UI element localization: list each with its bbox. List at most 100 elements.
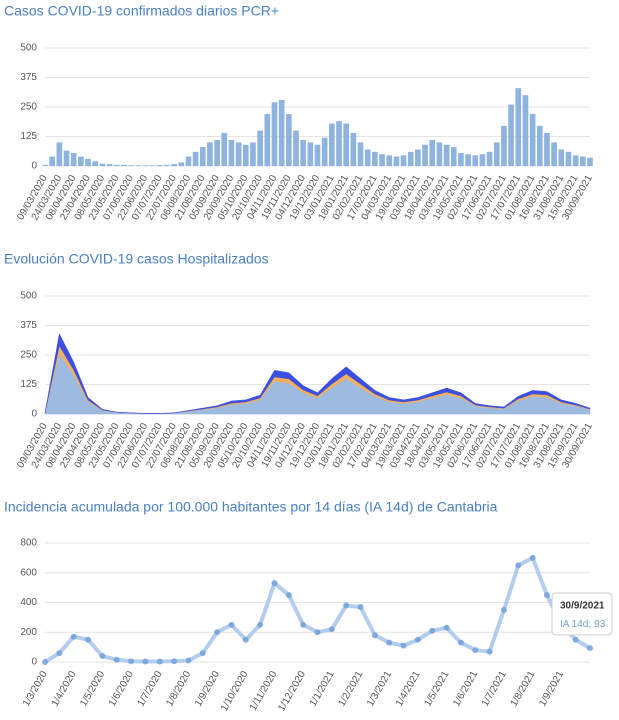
tooltip-label: IA 14d: <box>560 619 591 630</box>
bar <box>579 156 586 166</box>
chart-title: Incidencia acumulada por 100.000 habitan… <box>4 499 498 515</box>
point <box>314 629 321 636</box>
bar <box>314 144 321 166</box>
point <box>587 645 593 652</box>
point <box>271 580 278 587</box>
bar <box>242 144 249 166</box>
bar <box>156 165 163 166</box>
bar <box>472 155 479 166</box>
point <box>529 554 536 561</box>
bar <box>400 155 407 166</box>
bar <box>228 140 235 166</box>
bar <box>558 149 565 166</box>
y-tick-label: 800 <box>20 538 37 549</box>
bar <box>529 114 536 166</box>
bar <box>515 88 522 166</box>
point <box>142 658 149 665</box>
bar <box>372 151 378 166</box>
bar <box>393 156 400 166</box>
bar <box>364 149 371 166</box>
bar <box>336 121 342 166</box>
bar <box>293 130 299 166</box>
bar <box>221 132 228 166</box>
x-tick-label: 1/7/2020 <box>136 669 165 709</box>
bar <box>278 99 285 166</box>
bar <box>63 150 70 166</box>
bar <box>486 151 493 166</box>
y-tick-label: 0 <box>31 657 37 668</box>
point <box>357 603 364 610</box>
point <box>300 621 307 628</box>
bar <box>42 164 48 166</box>
point <box>242 636 249 643</box>
x-tick-label: 1/4/2021 <box>394 669 423 709</box>
bar <box>493 142 500 166</box>
x-tick-label: 1/5/2020 <box>78 669 107 709</box>
x-tick-label: 1/4/2020 <box>50 669 79 709</box>
bar <box>350 132 357 166</box>
bar <box>56 142 63 166</box>
point <box>156 658 163 665</box>
bar <box>415 149 421 166</box>
point <box>214 629 221 636</box>
bar <box>113 164 120 166</box>
point <box>500 606 507 613</box>
x-tick-label: 1/10/2020 <box>219 669 251 713</box>
bar <box>149 165 156 166</box>
bar <box>343 123 350 166</box>
bar <box>565 151 572 166</box>
tooltip-value: IA 14d: 93 <box>560 619 606 630</box>
y-tick-label: 125 <box>20 379 37 390</box>
y-tick-label: 400 <box>20 597 37 608</box>
bar <box>329 123 335 166</box>
bar <box>214 140 220 166</box>
x-tick-label: 1/8/2020 <box>164 669 193 709</box>
line <box>43 555 592 664</box>
bar <box>458 153 464 166</box>
y-tick-label: 250 <box>20 102 37 113</box>
point <box>572 636 579 643</box>
x-tick-label: 1/11/2020 <box>248 669 280 713</box>
bar <box>271 102 278 166</box>
tooltip-date: 30/9/2021 <box>560 601 605 612</box>
point <box>457 639 464 646</box>
y-tick-label: 125 <box>20 131 37 142</box>
bar <box>379 154 385 166</box>
bar <box>178 162 185 166</box>
y-tick-label: 375 <box>20 320 37 331</box>
bar <box>70 153 77 166</box>
point <box>56 650 63 657</box>
x-tick-label: 1/12/2020 <box>276 669 308 713</box>
y-tick-label: 600 <box>20 567 37 578</box>
bar <box>250 142 256 166</box>
y-tick-label: 500 <box>20 43 37 54</box>
x-tick-label: 1/3/2021 <box>365 669 394 709</box>
x-tick-label: 1/3/2020 <box>21 669 50 709</box>
y-tick-label: 375 <box>20 72 37 83</box>
bar <box>99 163 106 166</box>
point <box>443 624 450 631</box>
tooltip-number: 93 <box>594 619 606 630</box>
bar <box>85 158 91 166</box>
bar <box>544 132 550 166</box>
point <box>113 656 120 663</box>
bar <box>551 142 557 166</box>
bar <box>106 164 113 166</box>
bar <box>171 164 177 166</box>
point <box>70 633 77 640</box>
bar <box>307 142 314 166</box>
point <box>414 636 421 643</box>
point <box>429 627 436 634</box>
point <box>543 592 550 599</box>
bar <box>135 165 142 166</box>
bar <box>300 140 306 166</box>
point <box>371 632 378 639</box>
x-tick-label: 1/2/2021 <box>336 669 365 709</box>
bar <box>536 125 543 166</box>
bar <box>422 144 428 166</box>
bar <box>407 151 414 166</box>
point <box>42 659 48 665</box>
point <box>386 639 393 646</box>
bar <box>142 165 149 166</box>
